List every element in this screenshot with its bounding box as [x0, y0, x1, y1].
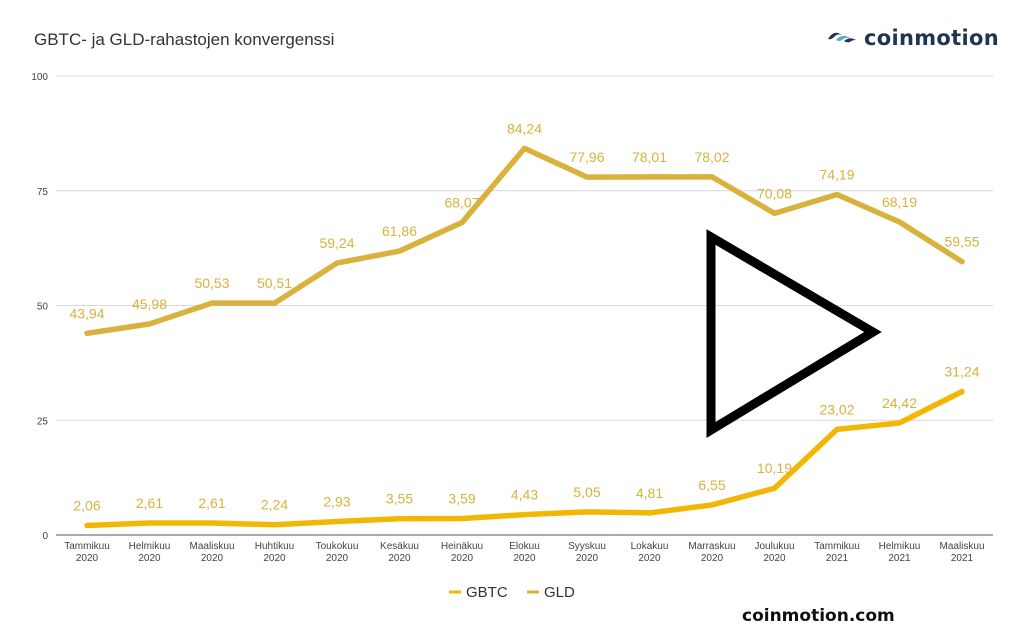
data-point-gld: [334, 260, 340, 266]
x-tick-label: Tammikuu 2021: [814, 541, 860, 564]
x-tick-label: Heinäkuu 2020: [441, 541, 483, 564]
data-point-gbtc: [147, 520, 152, 526]
coinmotion-logo: coinmotion: [826, 26, 999, 50]
gridlines: [56, 75, 993, 536]
y-tick-label: 50: [37, 302, 49, 313]
y-tick-label: 100: [31, 72, 48, 83]
data-point-gld: [397, 248, 402, 254]
data-label-gbtc: 5,05: [573, 484, 600, 500]
data-label-gld: 50,53: [194, 275, 229, 291]
data-point-gld: [272, 300, 277, 306]
data-label-gbtc: 2,61: [198, 495, 225, 511]
logo-text: coinmotion: [864, 26, 999, 50]
data-label-gld: 59,24: [319, 235, 354, 251]
x-tick-label: Lokakuu 2020: [631, 541, 669, 564]
chart-title: GBTC- ja GLD-rahastojen konvergenssi: [34, 30, 335, 49]
data-point-gld: [84, 330, 90, 336]
data-label-gld: 50,51: [257, 275, 292, 291]
data-label-gbtc: 3,59: [448, 491, 475, 507]
data-point-gld: [459, 220, 465, 226]
data-label-gld: 68,07: [444, 195, 479, 211]
data-label-gbtc: 23,02: [819, 401, 854, 417]
x-tick-label: Tammikuu 2020: [64, 541, 110, 564]
x-tick-label: Maaliskuu 2020: [189, 541, 234, 564]
play-triangle-icon[interactable]: [706, 229, 882, 438]
x-tick-label: Syyskuu 2020: [568, 541, 606, 564]
data-label-gbtc: 4,81: [636, 485, 663, 501]
x-tick-label: Helmikuu 2020: [129, 541, 171, 564]
x-tick-label: Toukokuu 2020: [316, 541, 359, 564]
data-label-gbtc: 24,42: [882, 395, 917, 411]
y-tick-label: 25: [37, 416, 49, 427]
data-labels: 2,06 2,61 2,61 2,24 2,93 3,55 3,59 4,43 5,05 4,81…: [69, 120, 979, 513]
data-label-gld: 78,01: [632, 149, 667, 165]
data-point-gbtc: [709, 502, 715, 508]
x-tick-label: Elokuu 2020: [509, 541, 540, 564]
series-lines: [84, 145, 965, 529]
coinmotion-logo-icon: [828, 32, 856, 43]
data-point-gld: [959, 259, 965, 265]
data-label-gld: 70,08: [757, 185, 792, 201]
data-label-gld: 78,02: [694, 149, 729, 165]
data-point-gbtc: [272, 522, 277, 528]
y-tick-label: 75: [37, 187, 49, 198]
data-point-gld: [584, 174, 590, 180]
data-point-gbtc: [584, 509, 590, 515]
data-label-gld: 61,86: [382, 223, 417, 239]
y-tick-label: 0: [42, 531, 48, 542]
data-label-gbtc: 2,24: [261, 497, 288, 513]
data-label-gbtc: 4,43: [511, 487, 538, 503]
data-label-gbtc: 2,06: [73, 498, 100, 514]
legend-label-gld: GLD: [544, 584, 575, 601]
x-tick-label: Joulukuu 2020: [754, 541, 794, 564]
x-axis-ticks: Tammikuu 2020 Helmikuu 2020 Maaliskuu 2020 Huh…: [64, 541, 984, 564]
data-point-gbtc: [209, 520, 215, 526]
data-point-gld: [522, 145, 527, 151]
data-point-gbtc: [459, 516, 465, 522]
footer-url: coinmotion.com: [742, 606, 895, 626]
data-label-gld: 68,19: [882, 194, 917, 210]
data-label-gld: 74,19: [819, 166, 854, 182]
data-point-gld: [647, 174, 652, 180]
data-point-gld: [834, 191, 840, 197]
data-point-gbtc: [897, 420, 902, 426]
data-point-gbtc: [959, 389, 965, 395]
data-point-gld: [147, 321, 152, 327]
data-label-gld: 84,24: [507, 120, 542, 136]
data-point-gbtc: [84, 523, 90, 529]
data-point-gbtc: [772, 485, 777, 491]
legend-label-gbtc: GBTC: [466, 584, 508, 601]
x-tick-label: Maaliskuu 2021: [939, 541, 984, 564]
data-label-gld: 59,55: [944, 234, 979, 250]
data-point-gbtc: [647, 510, 652, 516]
data-label-gbtc: 6,55: [698, 477, 725, 493]
data-label-gbtc: 31,24: [944, 364, 979, 380]
data-label-gbtc: 10,19: [757, 460, 792, 476]
x-tick-label: Kesäkuu 2020: [380, 541, 419, 564]
y-axis-ticks: 0 25 50 75 100: [31, 72, 48, 542]
data-label-gld: 77,96: [569, 149, 604, 165]
x-tick-label: Marraskuu 2020: [688, 541, 735, 564]
data-point-gbtc: [834, 426, 840, 432]
data-label-gld: 43,94: [69, 305, 104, 321]
data-point-gbtc: [522, 512, 527, 518]
data-point-gbtc: [334, 519, 340, 525]
data-point-gbtc: [397, 516, 402, 522]
data-label-gbtc: 2,93: [323, 494, 350, 510]
data-point-gld: [897, 219, 902, 225]
data-point-gld: [709, 174, 715, 180]
data-label-gbtc: 3,55: [386, 491, 413, 507]
data-point-gld: [772, 210, 777, 216]
data-label-gbtc: 2,61: [136, 495, 163, 511]
legend: GBTC GLD: [449, 584, 575, 601]
data-point-gld: [209, 300, 215, 306]
data-label-gld: 45,98: [132, 296, 167, 312]
x-tick-label: Huhtikuu 2020: [255, 541, 294, 564]
x-tick-label: Helmikuu 2021: [879, 541, 921, 564]
